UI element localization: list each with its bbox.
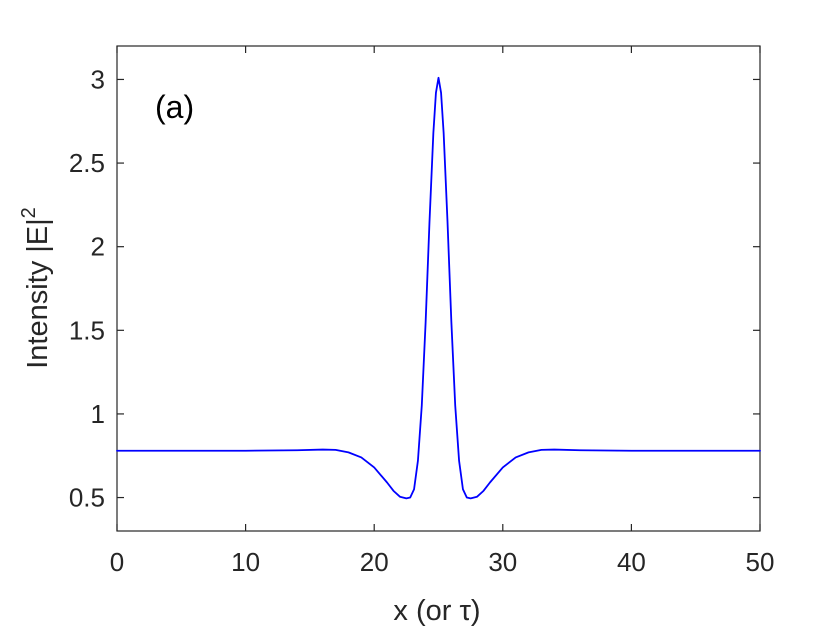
- y-axis-label-group: Intensity |E|2: [18, 207, 54, 369]
- tick-labels: 0 10 20 30 40 50 0.5 1 1.5 2 2.5 3: [69, 64, 775, 577]
- y-tick-label: 3: [91, 64, 105, 94]
- y-axis-label-superscript: 2: [18, 207, 40, 218]
- x-tick-label: 50: [746, 547, 775, 577]
- x-axis-label: x (or τ): [393, 595, 480, 627]
- axis-ticks: [116, 46, 761, 531]
- series-layer: [116, 76, 761, 500]
- y-tick-label: 1: [91, 399, 105, 429]
- y-tick-label: 2.5: [69, 148, 105, 178]
- panel-annotation: (a): [155, 89, 194, 125]
- y-tick-label: 0.5: [69, 483, 105, 513]
- x-tick-label: 30: [488, 547, 517, 577]
- y-axis-label: Intensity |E|2: [18, 207, 54, 369]
- x-tick-label: 40: [617, 547, 646, 577]
- x-tick-label: 0: [110, 547, 124, 577]
- y-axis-label-main: Intensity |E|: [22, 218, 54, 368]
- y-tick-label: 2: [91, 232, 105, 262]
- plot-area: [116, 45, 761, 532]
- x-tick-label: 20: [360, 547, 389, 577]
- series-line-0: [116, 76, 761, 500]
- x-tick-label: 10: [231, 547, 260, 577]
- y-tick-label: 1.5: [69, 315, 105, 345]
